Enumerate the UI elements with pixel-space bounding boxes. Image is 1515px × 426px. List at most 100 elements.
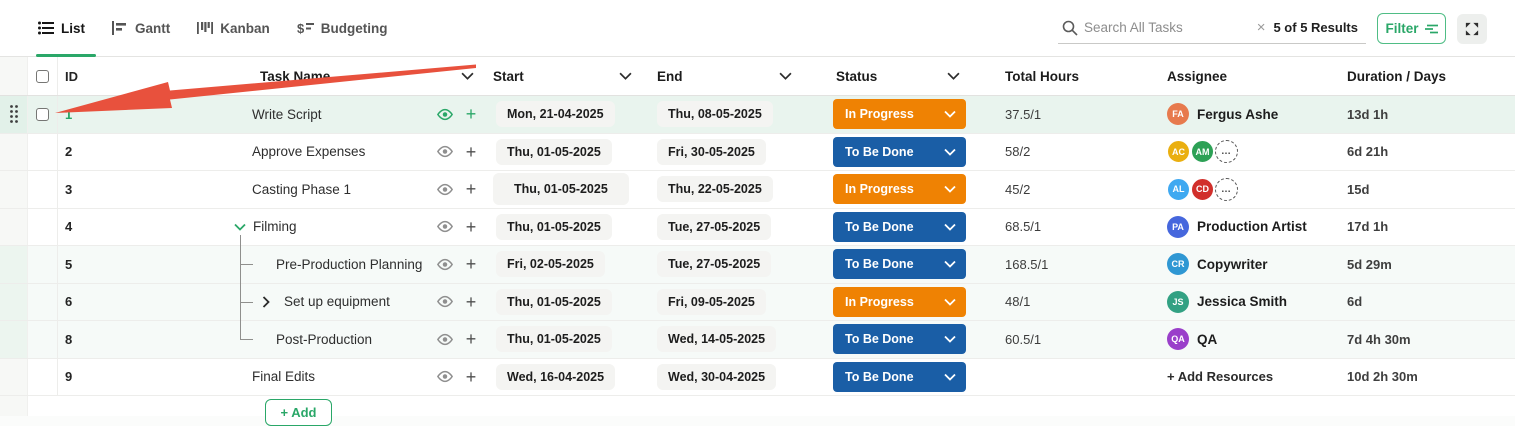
add-subtask-icon[interactable]: + — [465, 366, 477, 387]
assignee-cell[interactable]: AC AM … — [1167, 140, 1342, 164]
watch-eye-icon[interactable] — [432, 295, 458, 308]
collapse-chevron-icon[interactable] — [234, 223, 246, 231]
end-date-field[interactable]: Wed, 30-04-2025 — [657, 363, 777, 390]
row-id: 6 — [65, 294, 73, 310]
more-assignees-icon[interactable]: … — [1215, 140, 1238, 164]
table-row[interactable]: 1 Write Script + Mon, 21-04-2025 Thu, 08… — [0, 96, 1515, 134]
header-task-name[interactable]: Task Name — [228, 69, 484, 84]
end-date-field[interactable]: Fri, 30-05-2025 — [657, 138, 766, 165]
task-name-cell[interactable]: Post-Production — [228, 320, 432, 358]
header-end[interactable]: End — [654, 69, 832, 84]
more-assignees-icon[interactable]: … — [1215, 177, 1238, 201]
add-subtask-icon[interactable]: + — [465, 141, 477, 162]
add-task-button[interactable]: + Add — [265, 399, 332, 426]
row-gutter — [0, 133, 28, 170]
status-dropdown[interactable]: To Be Done — [833, 211, 966, 242]
chevron-down-icon[interactable] — [947, 72, 960, 80]
chevron-down-icon[interactable] — [779, 72, 792, 80]
tab-list[interactable]: List — [38, 21, 85, 36]
clear-search-icon[interactable]: × — [1256, 19, 1266, 36]
chevron-down-icon[interactable] — [461, 72, 474, 80]
table-row[interactable]: 8 Post-Production + Thu, 01-05-2025 Wed,… — [0, 320, 1515, 359]
add-subtask-icon[interactable]: + — [465, 254, 477, 275]
add-subtask-icon[interactable]: + — [465, 329, 477, 350]
header-status[interactable]: Status — [832, 69, 1002, 84]
duration: 6d — [1347, 294, 1363, 310]
assignee-cell[interactable]: JS Jessica Smith — [1167, 290, 1342, 313]
status-dropdown[interactable]: To Be Done — [833, 361, 966, 392]
tree-connector — [240, 234, 241, 245]
end-date-field[interactable]: Tue, 27-05-2025 — [657, 213, 772, 240]
task-name-cell[interactable]: Casting Phase 1 — [252, 181, 352, 197]
assignee-cell[interactable]: + Add Resources — [1167, 369, 1342, 384]
watch-eye-icon[interactable] — [432, 370, 458, 383]
table-row[interactable]: 2 Approve Expenses + Thu, 01-05-2025 Fri… — [0, 133, 1515, 171]
end-date-field[interactable]: Fri, 09-05-2025 — [657, 288, 766, 315]
add-subtask-icon[interactable]: + — [465, 179, 477, 200]
tree-connector — [240, 282, 241, 320]
watch-eye-icon[interactable] — [432, 145, 458, 158]
chevron-down-icon — [944, 223, 956, 231]
duration: 17d 1h — [1347, 219, 1389, 235]
watch-eye-icon[interactable] — [432, 258, 458, 271]
table-row[interactable]: 6 Set up equipment + Thu, 01-05-2025 Fri… — [0, 282, 1515, 321]
start-date-field[interactable]: Thu, 01-05-2025 — [496, 213, 612, 240]
status-dropdown[interactable]: To Be Done — [833, 136, 966, 167]
task-name-cell[interactable]: Set up equipment — [228, 282, 432, 320]
svg-text:$: $ — [297, 21, 305, 35]
tab-budgeting[interactable]: $ Budgeting — [297, 21, 388, 36]
table-row[interactable]: 9 Final Edits + Wed, 16-04-2025 Wed, 30-… — [0, 358, 1515, 396]
task-name-cell[interactable]: Filming — [228, 209, 432, 245]
status-dropdown[interactable]: To Be Done — [833, 249, 966, 280]
table-row[interactable]: 3 Casting Phase 1 + Thu, 01-05-2025 Thu,… — [0, 171, 1515, 209]
end-date-field[interactable]: Thu, 08-05-2025 — [657, 101, 773, 128]
status-dropdown[interactable]: To Be Done — [833, 324, 966, 355]
fullscreen-button[interactable] — [1457, 14, 1487, 44]
chevron-down-icon[interactable] — [619, 72, 632, 80]
start-date-field[interactable]: Wed, 16-04-2025 — [496, 363, 616, 390]
assignee-cell[interactable]: FA Fergus Ashe — [1167, 103, 1342, 126]
drag-handle-icon[interactable] — [9, 104, 19, 124]
start-date-field[interactable]: Thu, 01-05-2025 — [496, 138, 612, 165]
watch-eye-icon[interactable] — [432, 108, 458, 121]
task-name-cell[interactable]: Final Edits — [252, 369, 316, 385]
start-date-field[interactable]: Mon, 21-04-2025 — [496, 101, 615, 128]
watch-eye-icon[interactable] — [432, 220, 458, 233]
assignee-cell[interactable]: PA Production Artist — [1167, 215, 1342, 238]
avatar: AC — [1167, 140, 1190, 164]
add-subtask-icon[interactable]: + — [465, 216, 477, 237]
tab-gantt[interactable]: Gantt — [112, 21, 170, 36]
status-dropdown[interactable]: In Progress — [833, 286, 966, 317]
task-name-cell[interactable]: Pre-Production Planning — [228, 245, 432, 283]
filter-button[interactable]: Filter — [1377, 13, 1446, 44]
start-date-field[interactable]: Thu, 01-05-2025 — [493, 173, 629, 206]
start-date-field[interactable]: Thu, 01-05-2025 — [496, 288, 612, 315]
watch-eye-icon[interactable] — [432, 183, 458, 196]
watch-eye-icon[interactable] — [432, 333, 458, 346]
row-checkbox[interactable] — [36, 107, 49, 121]
status-dropdown[interactable]: In Progress — [833, 99, 966, 130]
table-row[interactable]: 4 Filming + Thu, 01-05-2025 Tue, 27-05-2… — [0, 208, 1515, 246]
table-row[interactable]: 5 Pre-Production Planning + Fri, 02-05-2… — [0, 245, 1515, 284]
assignee-cell[interactable]: QA QA — [1167, 328, 1342, 351]
row-checkbox-cell — [28, 283, 58, 320]
tab-kanban[interactable]: Kanban — [197, 21, 270, 36]
end-date-field[interactable]: Thu, 22-05-2025 — [657, 176, 773, 203]
start-date-field[interactable]: Fri, 02-05-2025 — [496, 251, 605, 278]
expand-chevron-icon[interactable] — [262, 296, 270, 308]
start-date-field[interactable]: Thu, 01-05-2025 — [496, 326, 612, 353]
end-date-field[interactable]: Tue, 27-05-2025 — [657, 251, 772, 278]
add-resources-button[interactable]: + Add Resources — [1167, 369, 1274, 385]
status-dropdown[interactable]: In Progress — [833, 174, 966, 205]
task-name-cell[interactable]: Write Script — [252, 106, 322, 122]
search-input[interactable] — [1084, 20, 1249, 35]
add-subtask-icon[interactable]: + — [465, 104, 477, 125]
select-all-checkbox[interactable] — [36, 69, 49, 83]
end-date-field[interactable]: Wed, 14-05-2025 — [657, 326, 777, 353]
add-subtask-icon[interactable]: + — [465, 291, 477, 312]
assignee-cell[interactable]: AL CD … — [1167, 177, 1342, 201]
total-hours: 168.5/1 — [1005, 256, 1049, 272]
header-start[interactable]: Start — [484, 69, 654, 84]
assignee-cell[interactable]: CR Copywriter — [1167, 253, 1342, 276]
task-name-cell[interactable]: Approve Expenses — [252, 144, 366, 160]
